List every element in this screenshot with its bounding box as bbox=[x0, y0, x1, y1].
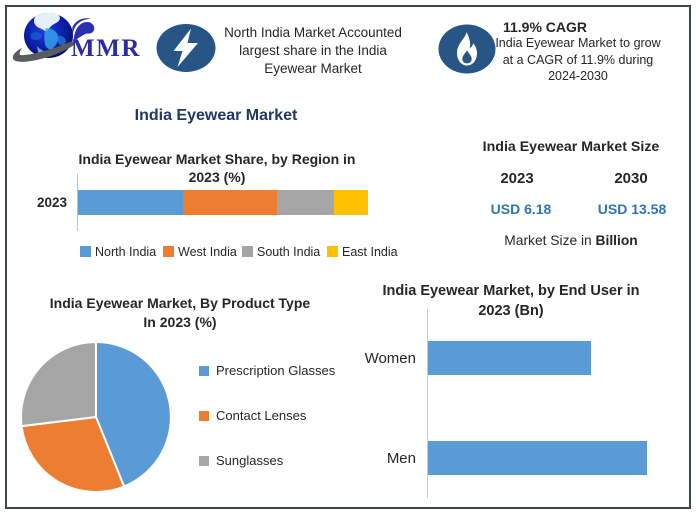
svg-text:MMR: MMR bbox=[71, 35, 141, 62]
